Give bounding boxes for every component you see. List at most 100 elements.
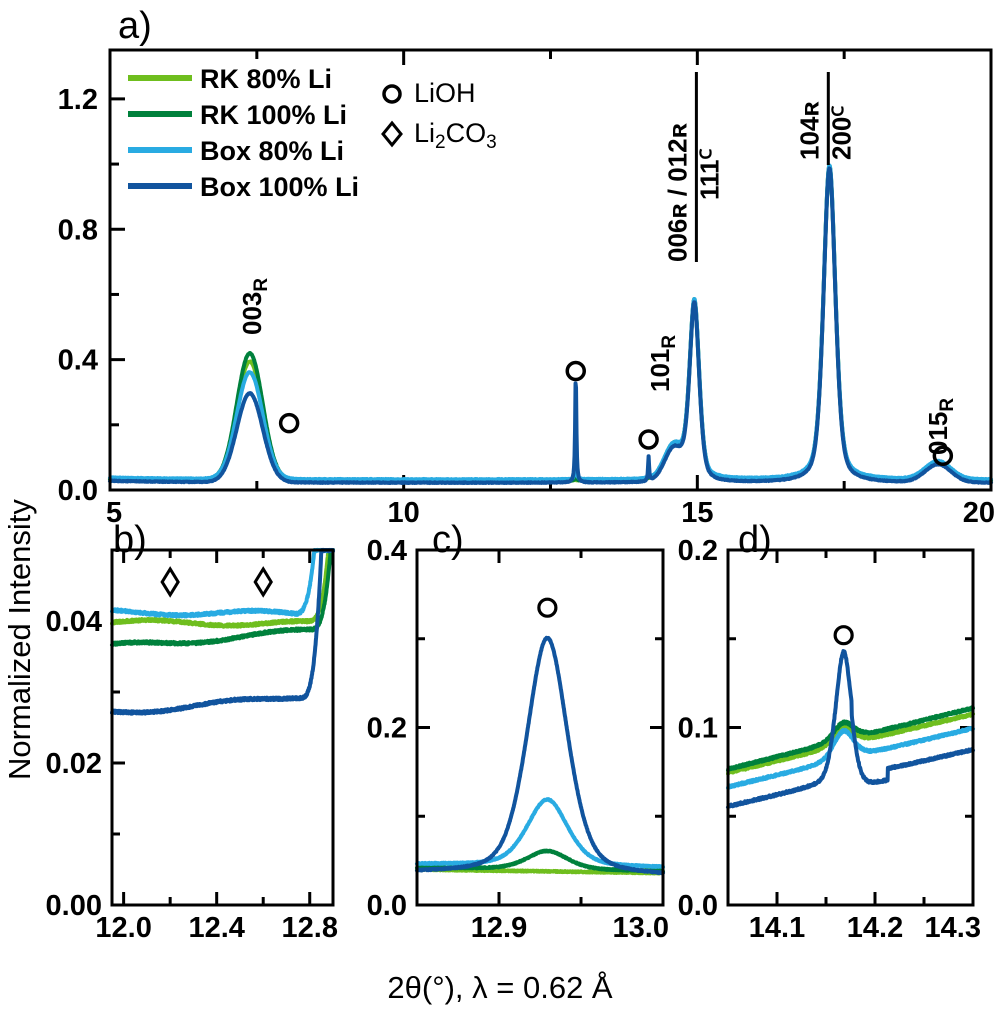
peak-label-denominator: 200ꟲ [826,106,856,160]
peak-label-003R: 003R [237,278,272,335]
panel-d-x-ticklabels: 14.1 14.2 14.3 [749,912,981,944]
y-tick-label: 0.00 [46,890,102,922]
legend-label-box100: Box 100% Li [200,172,359,202]
x-tick-label: 13.0 [613,912,669,944]
panel-d-svg: d) 0.0 0.1 0.2 14.1 14.2 14.3 [678,520,981,944]
x-tick-label: 14.3 [925,912,981,944]
panel-a-svg: a) 0.0 0.4 0.8 1.2 5 10 15 20 RK 80% Li RK 100%… [58,5,995,529]
y-tick-label: 1.2 [58,84,98,116]
x-tick-label: 15 [681,497,713,529]
x-tick-label: 10 [388,497,420,529]
y-axis-title-svg: Normalized Intensity [2,499,37,780]
panel-d-frame [726,548,975,907]
diamond-icon [381,120,403,148]
panel-b: b) 0.00 0.02 0.04 12.0 12.4 12.8 [0,520,340,960]
panel-d-letter: d) [738,520,772,561]
panel-b-ticks [112,548,312,907]
panel-c-circle-markers [537,597,558,618]
x-tick-label: 20 [963,497,995,529]
curve-box-80-li [415,797,665,869]
x-tick-label: 14.2 [847,912,903,944]
x-tick-label: 12.4 [188,912,244,944]
panel-b-diamond-markers [160,566,273,598]
panel-a-phase-markers [278,360,954,467]
curve-box-80-li [110,548,335,619]
panel-c-frame [415,548,665,907]
x-tick-label: 14.1 [749,912,805,944]
circle-icon-marker-0 [537,597,558,618]
y-axis-title: Normalized Intensity [2,499,37,780]
peak-fraction-label: 104ʀ 200ꟲ [794,72,856,165]
x-tick-label: 5 [106,497,122,529]
panel-c: c) 0.0 0.2 0.4 12.9 13.0 [340,520,670,960]
panel-d-circle-markers [833,625,854,646]
panel-c-svg: c) 0.0 0.2 0.4 12.9 13.0 [367,520,669,944]
svg-text:101R: 101R [645,335,680,392]
panel-b-svg: b) 0.00 0.02 0.04 12.0 12.4 12.8 [46,520,338,944]
y-tick-label: 0.0 [58,475,98,507]
legend-label-rk100: RK 100% Li [200,100,347,130]
panel-a-legend: RK 80% Li RK 100% Li Box 80% Li Box 100% Li [128,64,359,202]
diamond-icon-marker-0 [160,566,180,598]
x-axis-title-svg: 2θ(°), λ = 0.62 Å [387,970,613,1005]
panel-d-curves [726,649,975,810]
panel-b-y-ticklabels: 0.00 0.02 0.04 [46,606,102,922]
panel-d-y-ticklabels: 0.0 0.1 0.2 [678,535,718,922]
curve-rk-80-li [110,548,335,629]
panel-b-frame [110,548,335,907]
panel-a-curves [108,163,993,485]
y-tick-label: 0.2 [678,535,718,567]
y-tick-label: 0.0 [678,890,718,922]
peak-label-denominator: 111ꟲ [694,148,724,200]
legend-label-box80: Box 80% Li [200,136,344,166]
curve-box-100-li [108,166,993,485]
peak-fraction-label: 006ʀ / 012ʀ 111ꟲ [662,72,724,262]
y-tick-label: 0.0 [367,890,407,922]
y-tick-label: 0.1 [678,713,718,745]
y-tick-label: 0.4 [58,345,98,377]
y-tick-label: 0.02 [46,748,102,780]
x-axis-title: 2θ(°), λ = 0.62 Å [387,970,613,1005]
panel-c-letter: c) [432,520,464,561]
curve-rk-80-li [726,711,975,776]
panel-c-curves [415,635,665,876]
circle-icon [382,84,402,104]
panel-a-frame [108,48,993,492]
panel-a: a) 0.0 0.4 0.8 1.2 5 10 15 20 RK 80% Li RK 100%… [58,5,995,529]
x-axis-title-container: 2θ(°), λ = 0.62 Å [0,960,1000,1010]
curve-box-100-li [110,548,335,716]
x-tick-label: 12.0 [95,912,151,944]
curve-box-100-li [726,649,975,810]
peak-label-numerator: 104ʀ [794,101,824,160]
panel-a-x-ticklabels: 5 10 15 20 [106,497,995,529]
circle-icon-marker-0 [278,412,300,434]
legend-label-rk80: RK 80% Li [200,64,332,94]
curve-box-80-li [726,725,975,790]
panel-b-curves [110,548,335,716]
panel-c-y-ticklabels: 0.0 0.2 0.4 [367,535,407,922]
y-tick-label: 0.8 [58,214,98,246]
panel-b-letter: b) [113,520,147,561]
panel-a-phase-legend: LiOH Li2CO3 [381,78,497,153]
y-tick-label: 0.4 [367,535,407,567]
panel-a-letter: a) [118,5,152,47]
circle-icon-marker-1 [565,360,587,382]
phase-label-1: Li2CO3 [414,118,497,153]
diamond-icon-marker-1 [253,566,273,598]
panel-b-x-ticklabels: 12.0 12.4 12.8 [95,912,338,944]
y-tick-label: 0.04 [46,606,102,638]
panel-d: d) 0.0 0.1 0.2 14.1 14.2 14.3 [660,520,1000,960]
x-tick-label: 12.9 [471,912,527,944]
circle-icon-marker-2 [638,429,659,450]
circle-icon-marker-3 [932,445,954,467]
panel-c-x-ticklabels: 12.9 13.0 [471,912,669,944]
curve-rk-100-li [726,704,975,773]
y-tick-label: 0.2 [367,713,407,745]
curve-rk-100-li [110,548,335,647]
panel-a-y-ticklabels: 0.0 0.4 0.8 1.2 [58,84,98,507]
y-axis-title-container: Normalized Intensity [0,300,43,860]
svg-text:003R: 003R [237,278,272,335]
peak-label-numerator: 006ʀ / 012ʀ [662,122,692,262]
